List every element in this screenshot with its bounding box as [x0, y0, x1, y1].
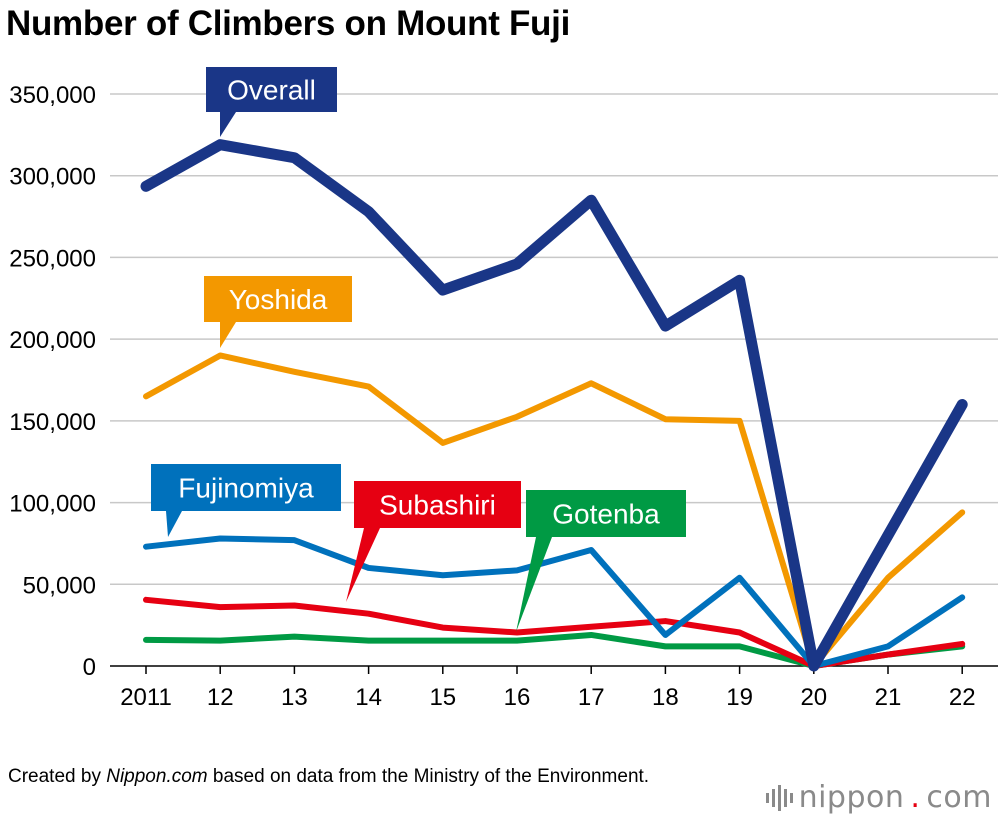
x-tick-label: 2011	[120, 684, 172, 711]
nippon-logo: nippon. com	[765, 780, 992, 815]
label-box	[151, 464, 341, 511]
label-pointer	[220, 322, 236, 348]
source-note: Created by Nippon.com based on data from…	[8, 764, 728, 789]
label-box	[526, 490, 686, 537]
x-tick-label: 15	[429, 684, 456, 711]
brand-name: nippon	[798, 780, 905, 815]
y-tick-label: 250,000	[9, 245, 96, 272]
label-fujinomiya: Fujinomiya	[151, 464, 341, 537]
y-tick-label: 150,000	[9, 409, 96, 436]
label-box	[204, 276, 352, 322]
chart-title: Number of Climbers on Mount Fuji	[6, 4, 570, 43]
series-label-text: Yoshida	[229, 284, 328, 315]
label-pointer	[516, 537, 552, 632]
source-suffix: based on data from the Ministry of the E…	[207, 766, 650, 787]
y-tick-label: 0	[83, 654, 96, 681]
x-tick-label: 18	[652, 684, 679, 711]
series-label-text: Overall	[227, 75, 316, 106]
label-subashiri: Subashiri	[346, 481, 521, 602]
x-tick-label: 19	[726, 684, 753, 711]
y-tick-label: 300,000	[9, 164, 96, 191]
series-line-fujinomiya	[143, 535, 966, 669]
source-prefix: Created by	[8, 766, 107, 787]
label-pointer	[220, 112, 236, 137]
y-tick-label: 200,000	[9, 327, 96, 354]
series-label-text: Fujinomiya	[178, 473, 314, 504]
label-pointer	[166, 511, 182, 537]
label-gotenba: Gotenba	[516, 490, 686, 632]
brand-tld: com	[926, 780, 992, 815]
x-axis: 2011 12 13 14 15 16 17 18 19 20 21 22	[110, 665, 998, 711]
series-lines	[140, 139, 968, 672]
x-tick-label: 21	[875, 684, 902, 711]
x-tick-label: 22	[949, 684, 976, 711]
x-tick-label: 12	[207, 684, 234, 711]
x-tick-label: 16	[504, 684, 531, 711]
series-label-text: Subashiri	[379, 490, 496, 521]
x-tick-label: 14	[355, 684, 382, 711]
source-name: Nippon.com	[106, 766, 208, 787]
series-line-overall	[140, 139, 968, 672]
line-chart: 0 50,000 100,000 150,000 200,000 250,000 300,0…	[9, 67, 998, 711]
label-box	[206, 67, 337, 112]
label-pointer	[346, 528, 380, 602]
label-yoshida: Yoshida	[204, 276, 352, 348]
y-tick-label: 350,000	[9, 82, 96, 109]
y-tick-label: 50,000	[23, 572, 96, 599]
bars-icon	[765, 784, 793, 811]
label-overall: Overall	[206, 67, 337, 137]
series-labels: Gotenba Subashiri Fujinomiya Yoshida Overall	[151, 67, 686, 632]
x-tick-label: 17	[578, 684, 605, 711]
x-tick-label: 13	[281, 684, 308, 711]
x-tick-label: 20	[800, 684, 827, 711]
label-box	[354, 481, 521, 528]
y-axis: 0 50,000 100,000 150,000 200,000 250,000 300,0…	[9, 82, 96, 681]
brand-dot: .	[910, 780, 921, 815]
y-tick-label: 100,000	[9, 491, 96, 518]
series-label-text: Gotenba	[552, 499, 660, 530]
